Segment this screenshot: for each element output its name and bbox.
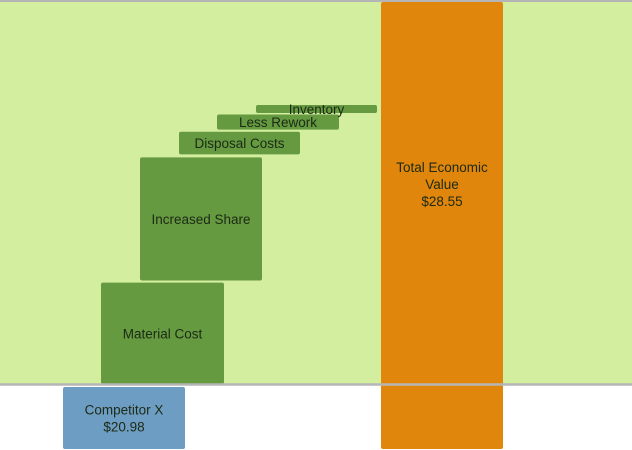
bar-step-1 [101, 282, 224, 384]
bar-label-line: Less Rework [239, 115, 317, 130]
bar-label-3: Disposal Costs [194, 136, 284, 151]
bar-label-line: Disposal Costs [194, 136, 284, 151]
bar-total-6 [381, 2, 503, 449]
bar-step-3 [179, 131, 300, 155]
bar-label-line: Competitor X [85, 403, 164, 418]
bar-label-line: Value [425, 177, 459, 192]
labels-layer: Competitor X $20.98 Material Cost Increased… [85, 102, 488, 435]
bar-label-line: $20.98 [103, 420, 144, 435]
bar-base-0 [63, 387, 185, 449]
bar-label-6: Total Economic Value $28.55 [396, 160, 488, 209]
bar-label-2: Increased Share [151, 212, 250, 227]
bar-step-5 [256, 104, 377, 114]
bar-label-line: Inventory [289, 102, 345, 117]
bar-label-1: Material Cost [123, 326, 203, 341]
bars-layer [63, 2, 503, 449]
bar-label-0: Competitor X $20.98 [85, 403, 164, 435]
bar-label-line: Material Cost [123, 326, 203, 341]
bar-label-line: $28.55 [421, 194, 462, 209]
economic-value-band [0, 2, 632, 384]
bar-label-line: Increased Share [151, 212, 250, 227]
bar-step-4 [217, 114, 339, 130]
bar-label-line: Total Economic [396, 160, 488, 175]
bar-step-2 [140, 157, 262, 281]
bar-label-5: Inventory [289, 102, 345, 117]
bar-label-4: Less Rework [239, 115, 317, 130]
